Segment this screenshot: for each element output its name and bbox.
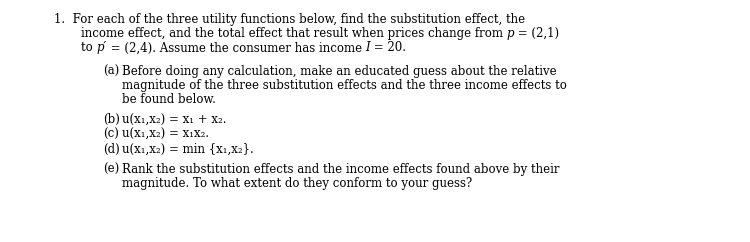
- Text: (a): (a): [103, 65, 119, 78]
- Text: magnitude of the three substitution effects and the three income effects to: magnitude of the three substitution effe…: [122, 79, 567, 92]
- Text: = (2,4). Assume the consumer has income: = (2,4). Assume the consumer has income: [106, 41, 365, 54]
- Text: (b): (b): [103, 113, 120, 126]
- Text: p′: p′: [97, 41, 106, 54]
- Text: u(x₁,x₂) = x₁ + x₂.: u(x₁,x₂) = x₁ + x₂.: [122, 113, 226, 126]
- Text: I: I: [365, 41, 370, 54]
- Text: = 20.: = 20.: [370, 41, 406, 54]
- Text: magnitude. To what extent do they conform to your guess?: magnitude. To what extent do they confor…: [122, 177, 472, 190]
- Text: Before doing any calculation, make an educated guess about the relative: Before doing any calculation, make an ed…: [122, 65, 556, 78]
- Text: be found below.: be found below.: [122, 93, 216, 106]
- Text: income effect, and the total effect that result when prices change from: income effect, and the total effect that…: [81, 27, 507, 40]
- Text: = (2,1): = (2,1): [514, 27, 560, 40]
- Text: p: p: [507, 27, 515, 40]
- Text: (c): (c): [103, 128, 118, 141]
- Text: (e): (e): [103, 163, 119, 176]
- Text: Rank the substitution effects and the income effects found above by their: Rank the substitution effects and the in…: [122, 163, 560, 176]
- Text: to: to: [81, 41, 97, 54]
- Text: (d): (d): [103, 143, 120, 156]
- Text: u(x₁,x₂) = min {x₁,x₂}.: u(x₁,x₂) = min {x₁,x₂}.: [122, 143, 254, 156]
- Text: u(x₁,x₂) = x₁x₂.: u(x₁,x₂) = x₁x₂.: [122, 128, 209, 141]
- Text: 1.  For each of the three utility functions below, find the substitution effect,: 1. For each of the three utility functio…: [54, 13, 525, 26]
